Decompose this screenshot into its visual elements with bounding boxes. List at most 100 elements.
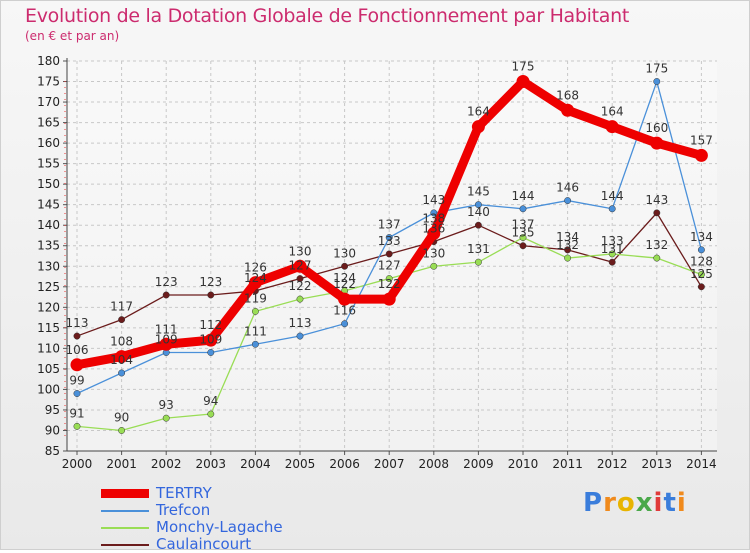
data-label: 104 [110, 353, 133, 367]
x-tick-label: 2006 [329, 457, 360, 471]
logo-letter: o [616, 488, 636, 518]
data-point [650, 136, 664, 150]
data-label: 137 [378, 218, 401, 232]
data-label: 132 [556, 238, 579, 252]
legend-label: Trefcon [156, 501, 211, 519]
data-point [519, 242, 527, 250]
logo-letter: i [653, 488, 664, 518]
data-point [697, 246, 705, 254]
data-label: 109 [199, 332, 222, 346]
data-label: 123 [199, 275, 222, 289]
y-tick-label: 145 [37, 198, 60, 212]
data-point [519, 205, 527, 213]
data-point [608, 258, 616, 266]
x-tick-label: 2007 [374, 457, 405, 471]
data-point [118, 369, 126, 377]
data-label: 145 [467, 185, 490, 199]
data-label: 144 [601, 189, 624, 203]
x-tick-label: 2008 [419, 457, 450, 471]
y-tick-label: 125 [37, 280, 60, 294]
x-tick-label: 2005 [285, 457, 316, 471]
data-point [430, 209, 438, 217]
data-label: 122 [378, 277, 401, 291]
data-point [471, 120, 485, 134]
data-label: 131 [467, 242, 490, 256]
logo-letter: P [583, 488, 604, 518]
y-tick-label: 175 [37, 75, 60, 89]
data-label: 128 [690, 254, 713, 268]
data-point [118, 316, 126, 324]
data-point [341, 320, 349, 328]
data-label: 168 [556, 88, 579, 102]
data-point [653, 78, 661, 85]
logo-letter: i [676, 488, 687, 518]
data-point [162, 291, 170, 299]
legend-label: Caulaincourt [156, 535, 252, 553]
data-point [694, 148, 708, 162]
y-tick-label: 160 [37, 136, 60, 150]
logo-letter: x [635, 488, 654, 518]
data-point [296, 275, 304, 283]
data-label: 113 [289, 316, 312, 330]
data-point [653, 254, 661, 262]
data-label: 106 [66, 343, 89, 357]
x-tick-label: 2000 [62, 457, 93, 471]
data-point [427, 226, 441, 240]
logo-letter: r [603, 488, 617, 518]
data-point [341, 262, 349, 270]
x-tick-label: 2013 [642, 457, 673, 471]
data-label: 99 [69, 374, 84, 388]
data-label: 124 [333, 271, 356, 285]
data-point [697, 271, 705, 278]
data-label: 90 [114, 410, 129, 424]
y-tick-label: 90 [45, 423, 60, 437]
legend-swatch [101, 544, 149, 546]
data-label: 133 [378, 234, 401, 248]
data-point [73, 390, 81, 397]
data-point [474, 221, 482, 229]
data-label: 164 [601, 105, 624, 119]
data-point [385, 250, 393, 258]
data-point [73, 422, 81, 430]
x-tick-label: 2012 [597, 457, 628, 471]
data-label: 164 [467, 105, 490, 119]
data-label: 144 [512, 189, 535, 203]
data-point [605, 120, 619, 134]
data-label: 127 [378, 259, 401, 273]
data-point [162, 414, 170, 422]
data-label: 119 [244, 291, 267, 305]
proxiti-logo: Proxiti [583, 488, 687, 518]
data-label: 130 [289, 244, 312, 258]
y-tick-label: 110 [37, 341, 60, 355]
data-point [251, 340, 259, 348]
y-tick-label: 135 [37, 239, 60, 253]
data-point [338, 292, 352, 306]
data-point [251, 307, 259, 315]
data-label: 112 [199, 318, 222, 332]
x-tick-label: 2009 [463, 457, 494, 471]
y-tick-label: 165 [37, 116, 60, 130]
data-point [296, 332, 304, 340]
data-point [561, 103, 575, 117]
legend-swatch [101, 527, 149, 529]
data-point [564, 246, 572, 254]
data-point [296, 295, 304, 303]
data-label: 117 [110, 300, 133, 314]
data-label: 113 [66, 316, 89, 330]
x-tick-label: 2014 [686, 457, 717, 471]
legend-swatch [101, 510, 149, 512]
data-label: 135 [512, 226, 535, 240]
data-point [115, 350, 129, 364]
data-label: 143 [422, 193, 445, 207]
y-tick-label: 85 [45, 444, 60, 458]
data-label: 111 [244, 324, 267, 338]
data-label: 122 [289, 279, 312, 293]
y-tick-label: 100 [37, 382, 60, 396]
data-label: 130 [333, 246, 356, 260]
data-label: 175 [645, 62, 668, 76]
x-tick-label: 2004 [240, 457, 271, 471]
x-tick-label: 2003 [196, 457, 227, 471]
data-label: 160 [645, 121, 668, 135]
data-point [653, 209, 661, 217]
